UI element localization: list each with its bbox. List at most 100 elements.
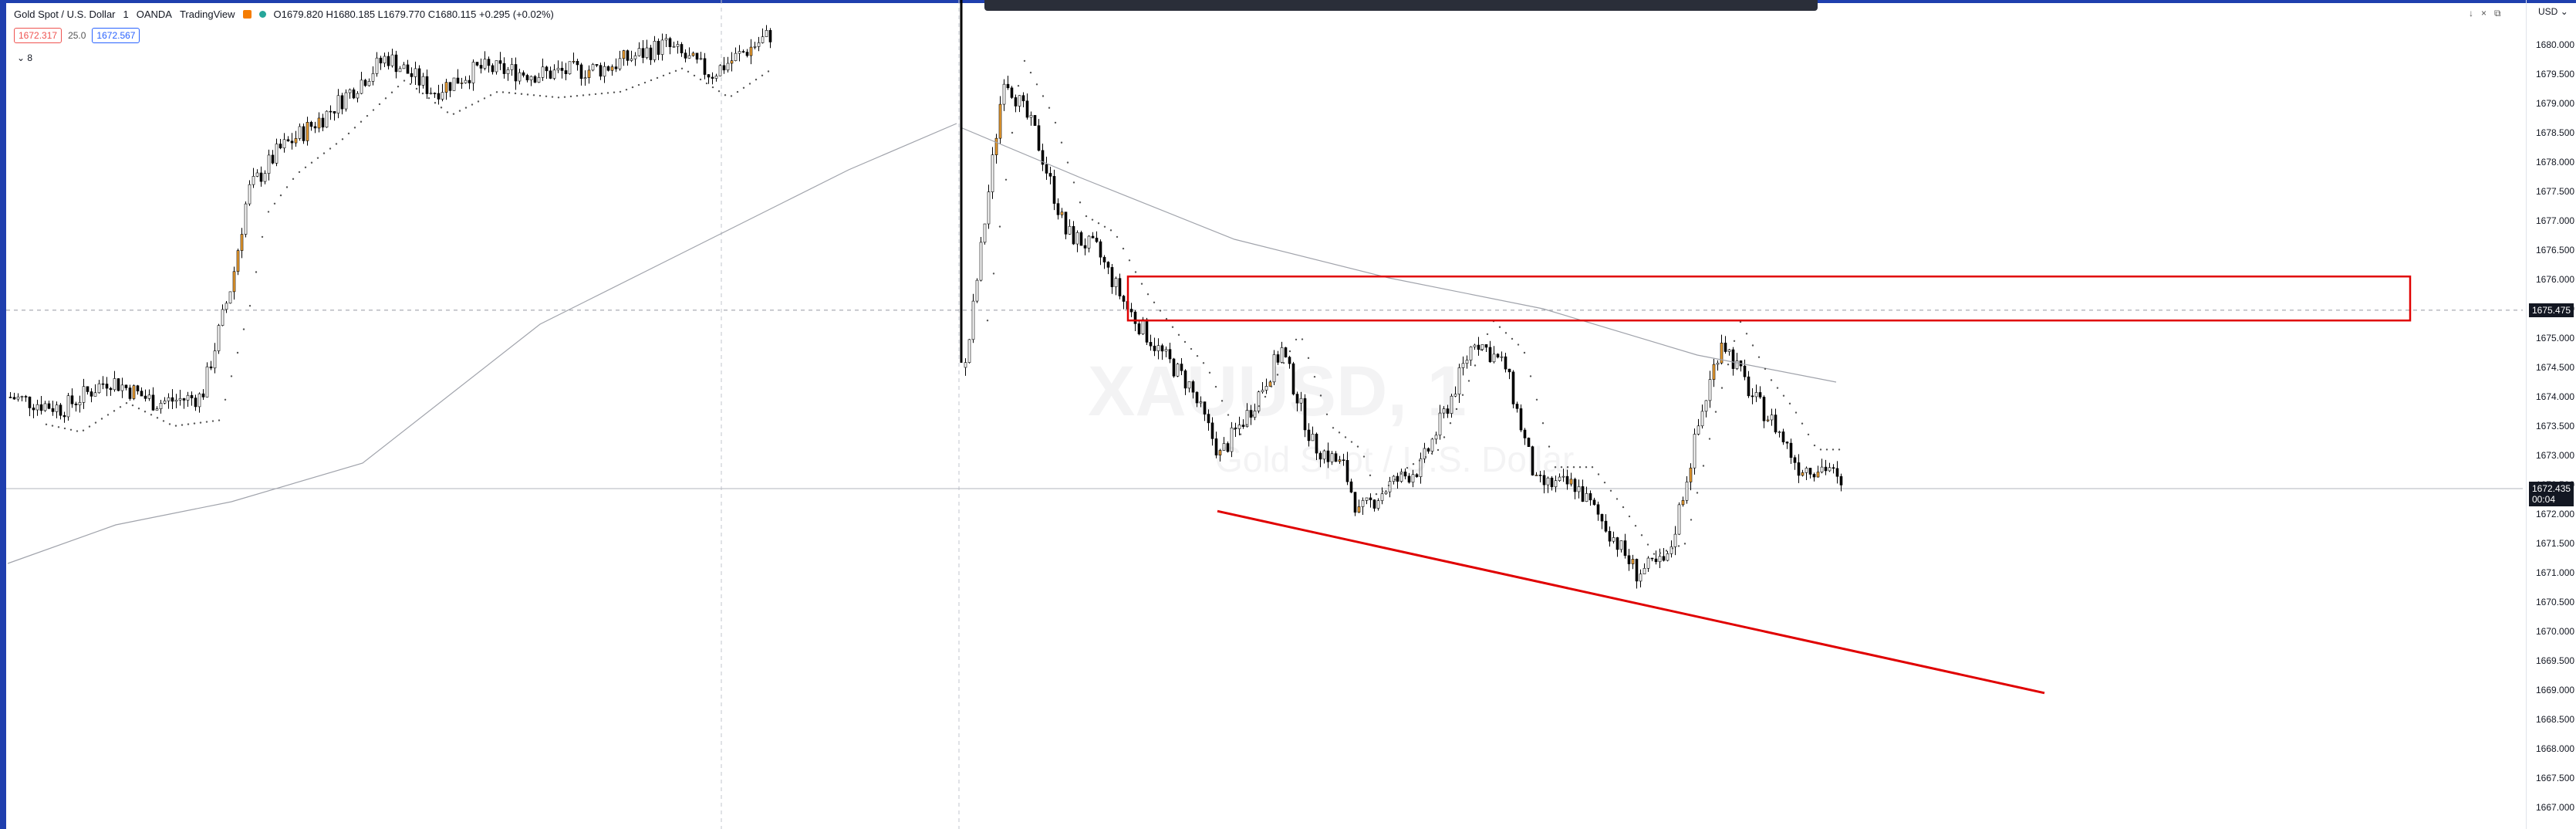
axis-tick-label: 1668.500 [2536,714,2575,725]
candle [1345,460,1349,482]
candle [1781,431,1785,442]
candle [228,291,232,304]
indicator-dot [1424,455,1427,458]
candle [1342,459,1345,462]
buy-price-button[interactable]: 1672.567 [92,28,140,43]
candle [975,279,979,302]
candle [1122,296,1126,302]
candle [113,378,116,391]
indicator-dot [1245,424,1248,426]
candle [1770,414,1774,421]
candle [734,52,738,61]
indicator-dot [1560,466,1563,469]
indicator-dot [1122,247,1125,250]
candle [1708,379,1712,401]
axis-tick-label: 1676.500 [2536,245,2575,255]
close-icon[interactable]: × [2481,8,2487,19]
candle [730,60,734,64]
indicator-dot [236,351,239,354]
sell-price-button[interactable]: 1672.317 [14,28,62,43]
candle [383,56,387,64]
candle [1623,540,1627,557]
candle [371,73,375,82]
indicator-dot [1714,411,1717,413]
indicator-dot [1387,484,1390,487]
candle [1689,467,1693,482]
indicator-dot [205,421,208,423]
candle [987,191,991,225]
candle [147,394,151,399]
candle [1060,211,1064,215]
indicator-dot [1548,445,1551,448]
indicator-dot [285,186,289,188]
axis-tick-label: 1676.000 [2536,274,2575,285]
candle [398,68,402,73]
candle [1180,364,1183,371]
price-axis[interactable]: 1680.000 1679.500 1679.000 1678.500 1678.000… [2526,0,2576,829]
candle [429,93,433,94]
candle [618,58,622,69]
indicator-dot [1208,371,1211,374]
candle [761,36,765,43]
indicator-dot [1338,431,1341,434]
indicator-dot [625,88,628,91]
drawing-toolbar[interactable] [984,0,1818,11]
indicator-dot [705,82,708,85]
candle [51,408,55,412]
arrow-down-icon[interactable]: ↓ [2469,8,2473,19]
axis-tick-label: 1670.500 [2536,597,2575,607]
candle [1507,368,1511,373]
indicator-dot [1770,379,1773,381]
currency-selector[interactable]: USD ⌄ [2538,6,2568,17]
symbol-name[interactable]: Gold Spot / U.S. Dollar [14,8,116,20]
indicator-dot [409,83,412,86]
candle [132,385,136,399]
indicator-dot [1097,222,1100,225]
indicator-dot [1072,181,1075,184]
indicator-dot [100,418,103,420]
indicator-dot [1165,317,1168,320]
price-chart[interactable] [0,0,2523,829]
indicator-dot [606,92,609,94]
indicator-dot [600,92,603,95]
indicator-dot [1646,543,1649,546]
candle [1376,500,1380,509]
indicator-dot [82,429,85,431]
candle [757,42,761,47]
indicator-dot [594,93,597,96]
indicator-dot [211,420,214,422]
candle [1110,267,1114,287]
indicator-dot [495,91,498,93]
candle [633,55,637,59]
indicator-dot [1517,343,1520,346]
candle [1488,347,1492,363]
axis-tick-label: 1675.000 [2536,333,2575,343]
indicator-dot [1220,400,1224,402]
indicators-toggle[interactable]: ⌄ 8 [17,52,32,63]
candle [522,72,525,76]
candle [1264,386,1268,391]
candle [1581,486,1585,502]
indicator-dot [1480,349,1483,351]
indicator-dot [113,410,116,412]
candle [1430,438,1434,452]
flag-icon[interactable] [242,10,252,19]
indicator-dot [1578,466,1582,469]
candle [1523,429,1527,438]
candle [390,54,394,66]
candle [367,81,371,86]
indicator-dot [181,424,184,426]
indicator-dot [248,305,252,307]
candle [1619,540,1623,550]
candle [510,64,514,70]
candle [1615,537,1619,550]
candle [178,398,182,401]
candle [55,404,59,412]
candle [1025,100,1029,118]
restore-icon[interactable]: ⧉ [2494,8,2501,19]
candle [1195,391,1199,404]
candle [641,48,645,58]
candle [1210,422,1214,439]
candle [464,80,468,83]
candle [749,46,753,56]
